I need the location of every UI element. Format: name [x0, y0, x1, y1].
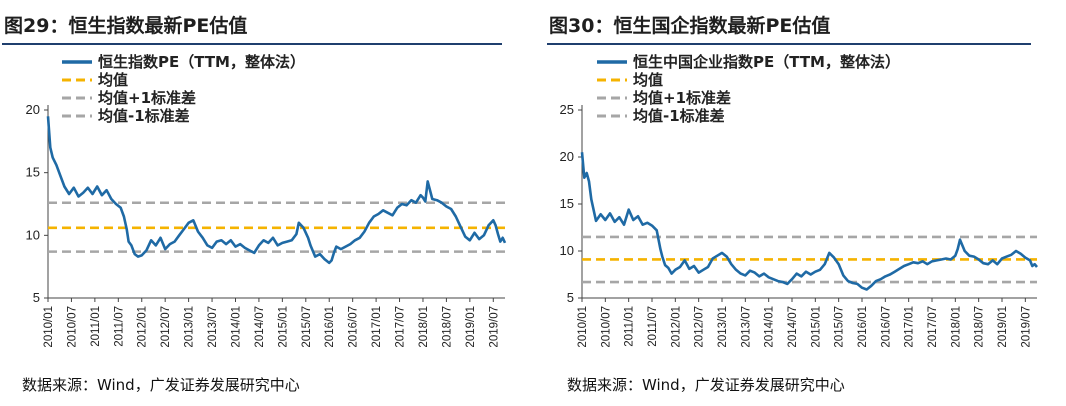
- x-tick-label: 2016/01: [857, 306, 869, 348]
- legend-item-series: 恒生指数PE（TTM，整体法）: [98, 53, 305, 71]
- legend-item-lower: 均值-1标准差: [98, 107, 190, 125]
- y-tick-label: 20: [560, 149, 574, 164]
- x-tick-label: 2018/07: [974, 306, 986, 348]
- chart-panel-hsi: 图29：恒生指数最新PE估值 恒生指数PE（TTM，整体法） 均值 均值+1标准差均…: [0, 0, 530, 406]
- x-tick-label: 2017/07: [927, 306, 939, 348]
- x-tick-label: 2018/07: [441, 306, 453, 348]
- x-tick-label: 2013/07: [207, 306, 219, 348]
- chart-panel-hscei: 图30：恒生国企指数最新PE估值 恒生中国企业指数PE（TTM，整体法） 均值 均值…: [545, 0, 1066, 406]
- x-tick-label: 2019/01: [997, 306, 1009, 348]
- x-tick-label: 2011/07: [113, 306, 125, 347]
- x-tick-label: 2013/01: [717, 306, 729, 348]
- x-tick-label: 2015/07: [834, 306, 846, 348]
- y-tick-label: 10: [26, 227, 40, 242]
- x-tick-label: 2010/07: [66, 306, 78, 348]
- x-tick-label: 2015/07: [301, 306, 313, 348]
- legend-item-lower: 均值-1标准差: [633, 107, 725, 125]
- y-tick-label: 15: [560, 196, 574, 211]
- x-tick-label: 2017/01: [371, 306, 383, 348]
- x-tick-label: 2012/07: [160, 306, 172, 348]
- x-tick-label: 2012/01: [670, 306, 682, 348]
- y-tick-label: 5: [33, 290, 40, 305]
- x-tick-label: 2014/01: [230, 306, 242, 348]
- title-rule: [2, 43, 502, 45]
- pe-series-line: [46, 116, 507, 265]
- y-tick-label: 20: [26, 102, 40, 117]
- x-tick-label: 2011/01: [624, 306, 636, 347]
- x-tick-label: 2016/07: [880, 306, 892, 348]
- source-note: 数据来源：Wind，广发证券发展研究中心: [567, 376, 845, 394]
- legend-item-series: 恒生中国企业指数PE（TTM，整体法）: [633, 53, 900, 71]
- x-tick-label: 2011/07: [647, 306, 659, 347]
- figure-title: 图29：恒生指数最新PE估值: [4, 15, 248, 37]
- x-tick-label: 2013/01: [184, 306, 196, 348]
- legend-item-mean: 均值: [633, 71, 663, 89]
- x-tick-label: 2012/07: [694, 306, 706, 348]
- x-tick-label: 2010/01: [577, 306, 589, 348]
- x-tick-label: 2017/01: [904, 306, 916, 348]
- y-tick-label: 15: [26, 165, 40, 180]
- x-tick-label: 2019/01: [465, 306, 477, 348]
- x-tick-label: 2014/07: [787, 306, 799, 348]
- title-rule: [547, 43, 1031, 45]
- x-tick-label: 2017/07: [395, 306, 407, 348]
- legend-item-upper: 均值+1标准差: [98, 89, 196, 107]
- x-tick-label: 2018/01: [418, 306, 430, 348]
- x-tick-label: 2013/07: [740, 306, 752, 348]
- x-tick-label: 2011/01: [90, 306, 102, 347]
- x-tick-label: 2010/01: [43, 306, 55, 348]
- x-tick-label: 2019/07: [1020, 306, 1032, 348]
- x-tick-label: 2015/01: [277, 306, 289, 348]
- x-tick-label: 2010/07: [600, 306, 612, 348]
- x-tick-label: 2014/07: [254, 306, 266, 348]
- x-tick-label: 2018/01: [950, 306, 962, 348]
- y-tick-label: 5: [567, 290, 574, 305]
- x-tick-label: 2012/01: [137, 306, 149, 348]
- x-tick-label: 2016/07: [348, 306, 360, 348]
- source-note: 数据来源：Wind，广发证券发展研究中心: [22, 376, 300, 394]
- x-tick-label: 2016/01: [324, 306, 336, 348]
- y-tick-label: 25: [560, 102, 574, 117]
- x-tick-label: 2015/01: [810, 306, 822, 348]
- figure-title: 图30：恒生国企指数最新PE估值: [549, 15, 831, 37]
- legend-item-mean: 均值: [98, 71, 128, 89]
- y-tick-label: 10: [560, 243, 574, 258]
- x-tick-label: 2014/01: [764, 306, 776, 348]
- legend-item-upper: 均值+1标准差: [633, 89, 731, 107]
- x-tick-label: 2019/07: [488, 306, 500, 348]
- pe-series-line: [580, 152, 1039, 291]
